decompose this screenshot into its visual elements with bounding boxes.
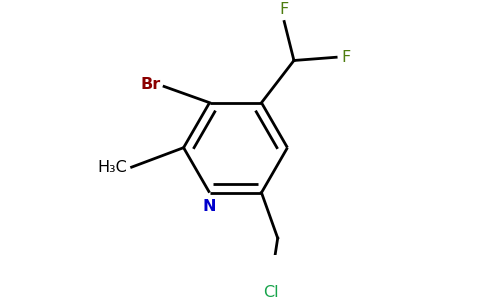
Text: F: F bbox=[280, 2, 289, 17]
Text: F: F bbox=[341, 50, 350, 65]
Text: N: N bbox=[203, 199, 216, 214]
Text: Br: Br bbox=[140, 77, 161, 92]
Text: Cl: Cl bbox=[263, 285, 279, 300]
Text: H₃C: H₃C bbox=[97, 160, 127, 175]
